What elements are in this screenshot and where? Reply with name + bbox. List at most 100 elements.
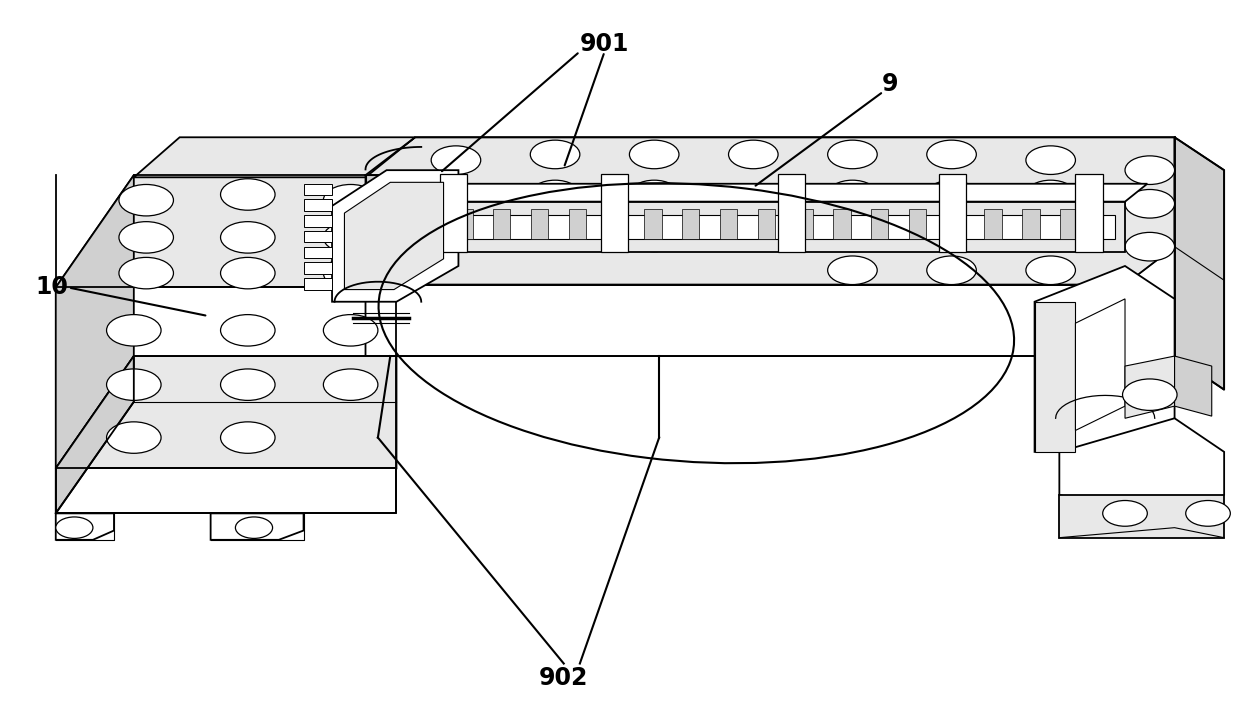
Polygon shape xyxy=(304,184,332,195)
Circle shape xyxy=(1125,232,1175,261)
Circle shape xyxy=(828,140,877,169)
Polygon shape xyxy=(304,247,332,258)
Circle shape xyxy=(1123,379,1177,410)
Circle shape xyxy=(221,422,275,453)
Polygon shape xyxy=(440,174,467,252)
Circle shape xyxy=(1026,256,1075,285)
Polygon shape xyxy=(778,174,805,252)
Circle shape xyxy=(323,222,378,253)
Polygon shape xyxy=(390,202,1125,252)
Polygon shape xyxy=(332,170,458,302)
Polygon shape xyxy=(56,356,134,513)
Polygon shape xyxy=(757,209,776,239)
Polygon shape xyxy=(909,209,926,239)
Polygon shape xyxy=(871,209,888,239)
Circle shape xyxy=(221,179,275,210)
Polygon shape xyxy=(1175,356,1212,416)
Polygon shape xyxy=(493,209,510,239)
Polygon shape xyxy=(607,209,623,239)
Circle shape xyxy=(221,222,275,253)
Polygon shape xyxy=(366,137,1175,285)
Circle shape xyxy=(235,517,273,538)
Polygon shape xyxy=(304,231,332,242)
Polygon shape xyxy=(795,209,813,239)
Polygon shape xyxy=(1075,174,1103,252)
Polygon shape xyxy=(56,287,396,468)
Polygon shape xyxy=(1125,356,1175,418)
Circle shape xyxy=(927,180,976,209)
Circle shape xyxy=(107,369,161,400)
Circle shape xyxy=(629,223,679,252)
Circle shape xyxy=(323,184,378,216)
Polygon shape xyxy=(833,209,850,239)
Polygon shape xyxy=(1035,302,1075,452)
Circle shape xyxy=(107,422,161,453)
Circle shape xyxy=(927,223,976,252)
Circle shape xyxy=(1026,146,1075,174)
Circle shape xyxy=(1125,189,1175,218)
Circle shape xyxy=(323,315,378,346)
Polygon shape xyxy=(390,184,1147,202)
Polygon shape xyxy=(211,513,304,540)
Circle shape xyxy=(221,315,275,346)
Polygon shape xyxy=(681,209,699,239)
Circle shape xyxy=(221,369,275,400)
Circle shape xyxy=(119,257,173,289)
Circle shape xyxy=(1026,180,1075,209)
Circle shape xyxy=(119,184,173,216)
Polygon shape xyxy=(1075,299,1125,430)
Circle shape xyxy=(729,140,778,169)
Polygon shape xyxy=(530,209,548,239)
Circle shape xyxy=(828,256,877,285)
Polygon shape xyxy=(456,209,472,239)
Circle shape xyxy=(107,315,161,346)
Circle shape xyxy=(119,222,173,253)
Circle shape xyxy=(927,140,976,169)
Polygon shape xyxy=(1022,209,1040,239)
Polygon shape xyxy=(1059,418,1224,528)
Polygon shape xyxy=(344,182,444,290)
Circle shape xyxy=(323,257,378,289)
Circle shape xyxy=(1125,156,1175,184)
Polygon shape xyxy=(366,175,396,285)
Circle shape xyxy=(530,180,580,209)
Polygon shape xyxy=(947,209,964,239)
Polygon shape xyxy=(1059,495,1224,538)
Circle shape xyxy=(1186,500,1230,526)
Polygon shape xyxy=(304,199,332,211)
Circle shape xyxy=(1026,223,1075,252)
Circle shape xyxy=(323,369,378,400)
Circle shape xyxy=(221,257,275,289)
Circle shape xyxy=(828,180,877,209)
Polygon shape xyxy=(56,468,396,513)
Polygon shape xyxy=(304,278,332,290)
Circle shape xyxy=(927,256,976,285)
Polygon shape xyxy=(134,137,415,177)
Polygon shape xyxy=(601,174,628,252)
Polygon shape xyxy=(304,262,332,274)
Polygon shape xyxy=(56,356,396,468)
Circle shape xyxy=(629,180,679,209)
Circle shape xyxy=(828,223,877,252)
Polygon shape xyxy=(939,174,966,252)
Text: 9: 9 xyxy=(881,72,898,97)
Polygon shape xyxy=(720,209,737,239)
Polygon shape xyxy=(1059,209,1077,239)
Text: 901: 901 xyxy=(580,32,629,56)
Circle shape xyxy=(530,140,580,169)
Polygon shape xyxy=(644,209,662,239)
Polygon shape xyxy=(56,513,114,540)
Polygon shape xyxy=(1035,266,1175,452)
Polygon shape xyxy=(984,209,1001,239)
Polygon shape xyxy=(304,215,332,227)
Text: 10: 10 xyxy=(36,275,68,300)
Polygon shape xyxy=(418,209,435,239)
Polygon shape xyxy=(1175,137,1224,390)
Polygon shape xyxy=(569,209,586,239)
Polygon shape xyxy=(400,214,1115,239)
Polygon shape xyxy=(56,175,134,468)
Text: 902: 902 xyxy=(539,666,589,690)
Circle shape xyxy=(56,517,93,538)
Circle shape xyxy=(629,140,679,169)
Circle shape xyxy=(1103,500,1147,526)
